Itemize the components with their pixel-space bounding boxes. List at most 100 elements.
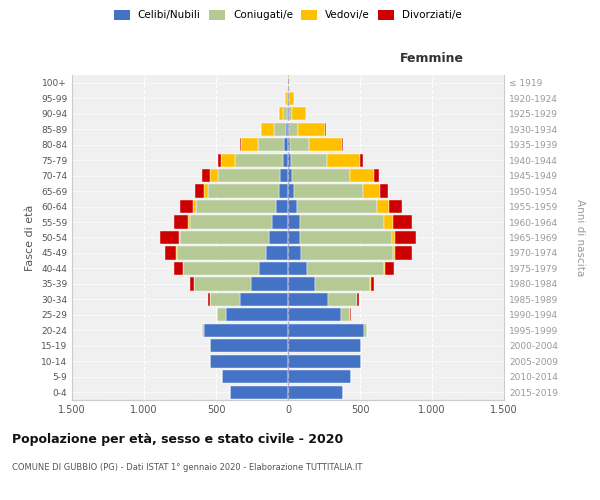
Bar (298, 122, 325, 136)
Bar (190, 216, 272, 228)
Bar (290, 138, 309, 151)
Bar (218, 169, 280, 182)
Bar (183, 262, 259, 275)
Bar (176, 246, 177, 260)
Bar (309, 138, 342, 151)
Bar (288, 293, 328, 306)
Bar (296, 200, 377, 213)
Bar (188, 216, 190, 228)
Bar (316, 278, 370, 290)
Bar (288, 246, 301, 260)
Bar (370, 278, 371, 290)
Bar (165, 246, 176, 260)
Bar (266, 246, 288, 260)
Bar (288, 184, 294, 198)
Bar (173, 216, 188, 228)
Bar (289, 122, 298, 136)
Bar (217, 308, 226, 322)
Bar (288, 200, 296, 213)
Bar (260, 122, 262, 136)
Bar (288, 138, 290, 151)
Bar (179, 231, 180, 244)
Bar (274, 122, 286, 136)
Bar (230, 386, 288, 399)
Bar (385, 216, 393, 228)
Bar (241, 293, 288, 306)
Bar (202, 324, 205, 337)
Bar (208, 293, 210, 306)
Bar (210, 354, 288, 368)
Bar (341, 308, 350, 322)
Bar (292, 107, 307, 120)
Bar (278, 184, 288, 198)
Bar (395, 246, 412, 260)
Y-axis label: Fasce di età: Fasce di età (25, 204, 35, 270)
Bar (380, 184, 388, 198)
Bar (288, 107, 289, 120)
Bar (288, 278, 316, 290)
Bar (292, 169, 350, 182)
Bar (342, 138, 343, 151)
Bar (180, 231, 269, 244)
Bar (288, 262, 307, 275)
Bar (288, 216, 299, 228)
Bar (395, 231, 416, 244)
Bar (377, 200, 389, 213)
Bar (385, 262, 394, 275)
Text: COMUNE DI GUBBIO (PG) - Dati ISTAT 1° gennaio 2020 - Elaborazione TUTTITALIA.IT: COMUNE DI GUBBIO (PG) - Dati ISTAT 1° ge… (12, 462, 362, 471)
Bar (374, 169, 379, 182)
Bar (288, 370, 352, 384)
Bar (288, 308, 341, 322)
Bar (360, 154, 363, 166)
Bar (286, 122, 288, 136)
Text: Popolazione per età, sesso e stato civile - 2020: Popolazione per età, sesso e stato civil… (12, 432, 343, 446)
Bar (226, 308, 288, 322)
Bar (291, 154, 327, 166)
Bar (283, 154, 288, 166)
Bar (259, 138, 284, 151)
Bar (180, 200, 193, 213)
Bar (289, 92, 295, 105)
Bar (174, 262, 183, 275)
Legend: Celibi/Nubili, Coniugati/e, Vedovi/e, Divorziati/e: Celibi/Nubili, Coniugati/e, Vedovi/e, Di… (114, 10, 462, 20)
Bar (286, 92, 287, 105)
Bar (325, 122, 326, 136)
Bar (392, 231, 395, 244)
Bar (393, 246, 395, 260)
Bar (288, 76, 289, 90)
Bar (288, 386, 343, 399)
Bar (240, 138, 241, 151)
Bar (259, 262, 288, 275)
Bar (262, 122, 274, 136)
Bar (209, 169, 218, 182)
Bar (288, 154, 291, 166)
Bar (363, 184, 380, 198)
Bar (251, 278, 288, 290)
Y-axis label: Anni di nascita: Anni di nascita (575, 199, 585, 276)
Bar (288, 324, 364, 337)
Bar (371, 278, 374, 290)
Bar (288, 354, 361, 368)
Bar (328, 293, 357, 306)
Bar (160, 231, 179, 244)
Bar (307, 262, 385, 275)
Bar (393, 216, 412, 228)
Bar (299, 216, 385, 228)
Bar (202, 169, 209, 182)
Bar (284, 138, 288, 151)
Bar (364, 324, 367, 337)
Bar (272, 216, 288, 228)
Bar (294, 184, 363, 198)
Bar (196, 200, 277, 213)
Bar (288, 92, 289, 105)
Bar (288, 169, 292, 182)
Bar (287, 107, 288, 120)
Bar (205, 324, 288, 337)
Bar (350, 169, 374, 182)
Bar (301, 246, 393, 260)
Bar (280, 169, 288, 182)
Bar (283, 107, 287, 120)
Bar (195, 184, 204, 198)
Bar (210, 293, 241, 306)
Bar (288, 231, 299, 244)
